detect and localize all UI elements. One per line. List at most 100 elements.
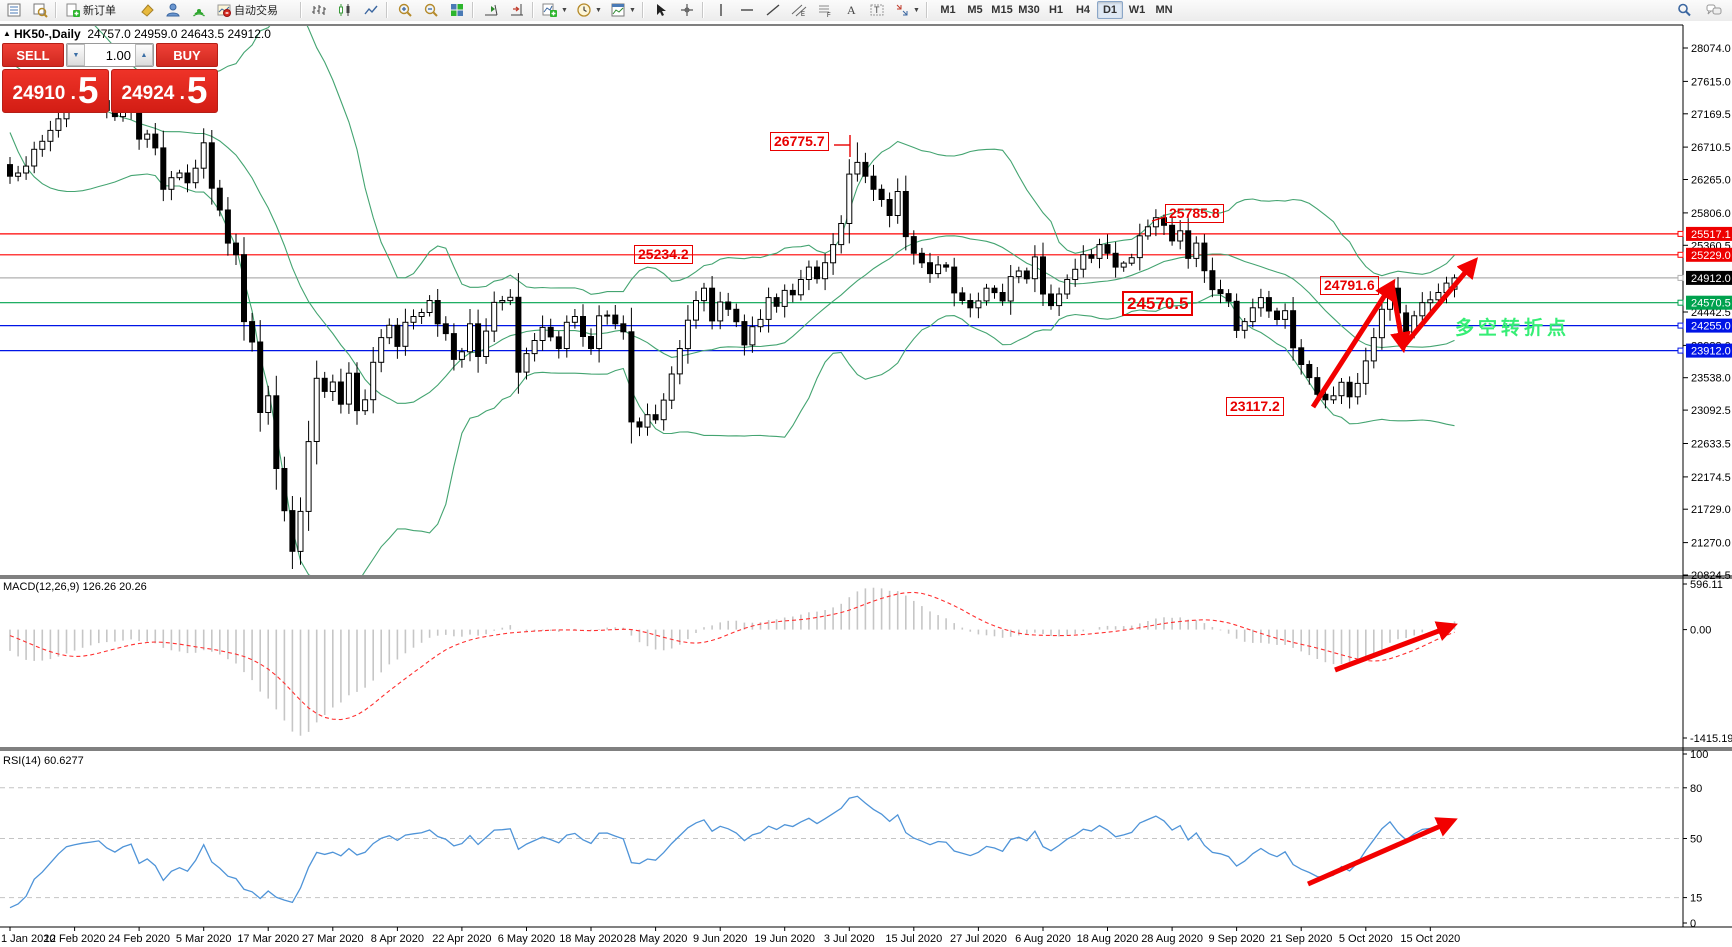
- candle: [805, 266, 812, 281]
- indicators-button[interactable]: ▼: [539, 1, 571, 19]
- search-button[interactable]: [1672, 1, 1696, 19]
- trendline-tool-button[interactable]: [761, 1, 785, 19]
- annotation-text-cn[interactable]: 多空转折点: [1455, 318, 1571, 339]
- volume-stepper[interactable]: ▼ 1.00 ▲: [66, 43, 154, 67]
- trend-arrow[interactable]: [1310, 278, 1396, 409]
- periods-button[interactable]: ▼: [573, 1, 605, 19]
- eraser-tool-button[interactable]: [135, 1, 159, 19]
- panel-borders: [0, 24, 1732, 928]
- annotation-price-label[interactable]: 24791.6: [1320, 276, 1379, 295]
- toolbar-separator: [300, 2, 302, 18]
- expert-advisors-icon: [165, 2, 181, 18]
- line-chart-mode-button[interactable]: [359, 1, 383, 19]
- annotation-price-label[interactable]: 25785.8: [1165, 204, 1224, 223]
- candle: [1233, 300, 1240, 331]
- volume-decrease-button[interactable]: ▼: [67, 44, 85, 66]
- arrows-tool-button[interactable]: ▼: [891, 1, 923, 19]
- zoom-in-icon: [397, 2, 413, 18]
- candle: [176, 172, 183, 179]
- annotation-price-label[interactable]: 26775.7: [770, 132, 829, 151]
- tile-windows-button[interactable]: [445, 1, 469, 19]
- trend-arrows[interactable]: [1306, 257, 1479, 887]
- date-label: 15 Oct 2020: [1400, 933, 1460, 945]
- candlestick-mode-button[interactable]: [333, 1, 357, 19]
- trend-arrow[interactable]: [1334, 621, 1458, 673]
- trend-arrow[interactable]: [1389, 283, 1411, 354]
- trend-arrow[interactable]: [1306, 817, 1458, 887]
- price-badge: [1686, 343, 1732, 358]
- timeframe-mn-button[interactable]: MN: [1155, 4, 1173, 16]
- vertical-line-tool-button[interactable]: [709, 1, 733, 19]
- channel-tool-button[interactable]: E: [787, 1, 811, 19]
- candle: [580, 316, 586, 337]
- timeframe-h1-button[interactable]: H1: [1048, 4, 1064, 16]
- volume-increase-button[interactable]: ▲: [135, 44, 153, 66]
- candle: [830, 244, 837, 264]
- candle: [983, 287, 990, 302]
- cursor-tool-icon: [653, 2, 669, 18]
- candle: [1120, 262, 1127, 268]
- chart-shift-button[interactable]: [505, 1, 529, 19]
- timeframe-m5-button[interactable]: M5: [967, 4, 983, 16]
- expert-advisors-button[interactable]: [161, 1, 185, 19]
- bar-chart-mode-button[interactable]: [307, 1, 331, 19]
- volume-input[interactable]: 1.00: [105, 47, 131, 63]
- candle: [902, 191, 909, 238]
- cursor-tool-button[interactable]: [649, 1, 673, 19]
- annotation-price-label[interactable]: 23117.2: [1226, 397, 1284, 416]
- annotation-price-label[interactable]: 24570.5: [1122, 291, 1194, 316]
- templates-button[interactable]: ▼: [607, 1, 639, 19]
- timeframe-m1-button[interactable]: M1: [940, 4, 956, 16]
- candle: [563, 321, 570, 349]
- annotation-price-label[interactable]: 25234.2: [634, 245, 693, 264]
- candle: [1282, 310, 1289, 320]
- horizontal-line-tool-button[interactable]: [735, 1, 759, 19]
- candle: [1048, 293, 1054, 307]
- new-order-button[interactable]: 新订单: [62, 1, 119, 19]
- crosshair-tool-button[interactable]: [675, 1, 699, 19]
- chart-window[interactable]: 28074.0 27615.0 27169.5 26710.5 26265.0 25806…: [0, 21, 1732, 947]
- date-label: 28 Aug 2020: [1141, 933, 1203, 945]
- templates-icon: [610, 2, 626, 18]
- chat-button[interactable]: [1702, 1, 1726, 19]
- sell-button[interactable]: SELL: [2, 43, 64, 67]
- candle: [1023, 270, 1030, 280]
- main-toolbar: 新订单 自动交易 ▼ ▼ ▼ E F A T ▼ M1 M5 M15 M30 H1 H4 D1 W1 MN: [0, 0, 1732, 22]
- auto-trading-button[interactable]: 自动交易: [213, 1, 281, 19]
- candle: [354, 372, 360, 412]
- market-watch-button[interactable]: [2, 1, 26, 19]
- timeframe-m30-button[interactable]: M30: [1018, 4, 1040, 16]
- zoom-out-button[interactable]: [419, 1, 443, 19]
- candle: [1064, 279, 1071, 295]
- timeframe-m15-button[interactable]: M15: [991, 4, 1013, 16]
- timeframe-h4-button[interactable]: H4: [1075, 4, 1091, 16]
- fibonacci-tool-button[interactable]: F: [813, 1, 837, 19]
- candle: [1088, 254, 1095, 259]
- bollinger-middle: [9, 61, 1455, 404]
- candle: [1290, 310, 1297, 349]
- signals-button[interactable]: [187, 1, 211, 19]
- candle: [959, 292, 966, 301]
- data-window-button[interactable]: [28, 1, 52, 19]
- candle: [1354, 382, 1361, 398]
- candle: [1257, 297, 1264, 309]
- sell-price-button[interactable]: 24910 . 5: [2, 69, 109, 113]
- timeframe-d1-button[interactable]: D1: [1097, 1, 1123, 19]
- candle: [160, 147, 167, 190]
- candle: [281, 468, 288, 512]
- bollinger-upper: [94, 26, 1455, 295]
- candle: [886, 199, 893, 216]
- auto-scroll-button[interactable]: [479, 1, 503, 19]
- price-axis[interactable]: 28074.0 27615.0 27169.5 26710.5 26265.0 25806…: [1677, 43, 1732, 930]
- date-label: 27 Mar 2020: [302, 933, 364, 945]
- buy-price-button[interactable]: 24924 . 5: [111, 69, 218, 113]
- zoom-in-button[interactable]: [393, 1, 417, 19]
- trend-arrow[interactable]: [1401, 257, 1479, 349]
- buy-button[interactable]: BUY: [156, 43, 218, 67]
- text-tool-button[interactable]: A: [839, 1, 863, 19]
- date-label: 28 May 2020: [624, 933, 688, 945]
- horizontal-price-lines[interactable]: [0, 233, 1683, 352]
- timeframe-w1-button[interactable]: W1: [1128, 4, 1146, 16]
- label-tool-button[interactable]: T: [865, 1, 889, 19]
